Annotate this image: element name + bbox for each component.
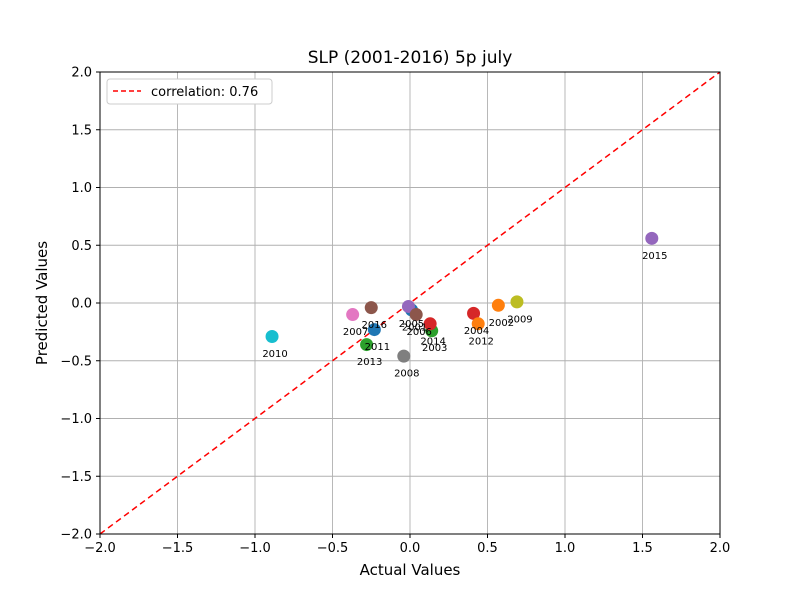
point-label-2010: 2010: [262, 349, 287, 360]
point-label-2004: 2004: [464, 326, 489, 337]
y-axis-title: Predicted Values: [33, 241, 51, 365]
legend: correlation: 0.76: [106, 78, 273, 105]
point-label-2001: 2001: [402, 322, 427, 333]
x-tick-label: 1.5: [632, 541, 653, 556]
data-point-2010: [265, 329, 279, 343]
point-label-2008: 2008: [394, 369, 419, 380]
x-tick-label: −1.5: [162, 541, 194, 556]
ticks-layer: −2.0 −1.5 −1.0 −0.5 0.0 0.5 1.0 1.5 2.0 −2.0 −1.5 −…: [60, 66, 730, 557]
data-point-2008: [397, 349, 411, 363]
x-tick-label: 0.0: [400, 541, 421, 556]
x-tick-label: 0.5: [477, 541, 498, 556]
y-tick-label: −1.0: [60, 412, 92, 427]
y-tick-label: −2.0: [60, 528, 92, 543]
y-tick-label: −1.5: [60, 470, 92, 485]
data-point-2012: [471, 317, 485, 331]
data-point-2014: [423, 317, 437, 331]
data-point-2015: [645, 231, 659, 245]
point-label-2012: 2012: [468, 336, 493, 347]
x-tick-label: −2.0: [84, 541, 116, 556]
data-point-2011: [367, 323, 381, 337]
data-point-2002: [491, 298, 505, 312]
data-point-2007: [346, 308, 360, 322]
legend-label: correlation: 0.76: [151, 85, 258, 100]
x-tick-label: 2.0: [710, 541, 731, 556]
x-tick-label: −0.5: [317, 541, 349, 556]
y-tick-label: 1.0: [71, 181, 92, 196]
chart-title: SLP (2001-2016) 5p july: [308, 48, 513, 68]
data-point-2004: [467, 306, 481, 320]
correlation-reference-line: [99, 71, 721, 535]
point-label-2009: 2009: [507, 314, 532, 325]
data-point-2009: [510, 295, 524, 309]
point-label-2003: 2003: [422, 343, 447, 354]
legend-box: [106, 78, 273, 105]
data-point-2006: [409, 308, 423, 322]
point-label-2002: 2002: [489, 318, 514, 329]
y-tick-label: 0.5: [71, 239, 92, 254]
y-tick-label: 2.0: [71, 66, 92, 81]
point-label-2016: 2016: [362, 320, 387, 331]
data-point-2016: [364, 301, 378, 315]
data-point-2005: [401, 299, 415, 313]
point-label-2007: 2007: [343, 327, 368, 338]
point-label-2013: 2013: [357, 357, 382, 368]
y-tick-label: 1.5: [71, 123, 92, 138]
grid: [99, 71, 721, 535]
reference-line-layer: [99, 71, 721, 535]
point-label-2015: 2015: [642, 251, 667, 262]
point-label-2005: 2005: [399, 319, 424, 330]
data-point-2013: [360, 338, 374, 352]
x-tick-label: −1.0: [239, 541, 271, 556]
y-tick-label: −0.5: [60, 354, 92, 369]
y-tick-label: 0.0: [71, 297, 92, 312]
points-layer: [265, 231, 659, 363]
point-label-2014: 2014: [420, 336, 445, 347]
point-label-2011: 2011: [365, 342, 390, 353]
point-label-2006: 2006: [406, 327, 431, 338]
x-axis-title: Actual Values: [360, 561, 461, 579]
x-tick-label: 1.0: [555, 541, 576, 556]
